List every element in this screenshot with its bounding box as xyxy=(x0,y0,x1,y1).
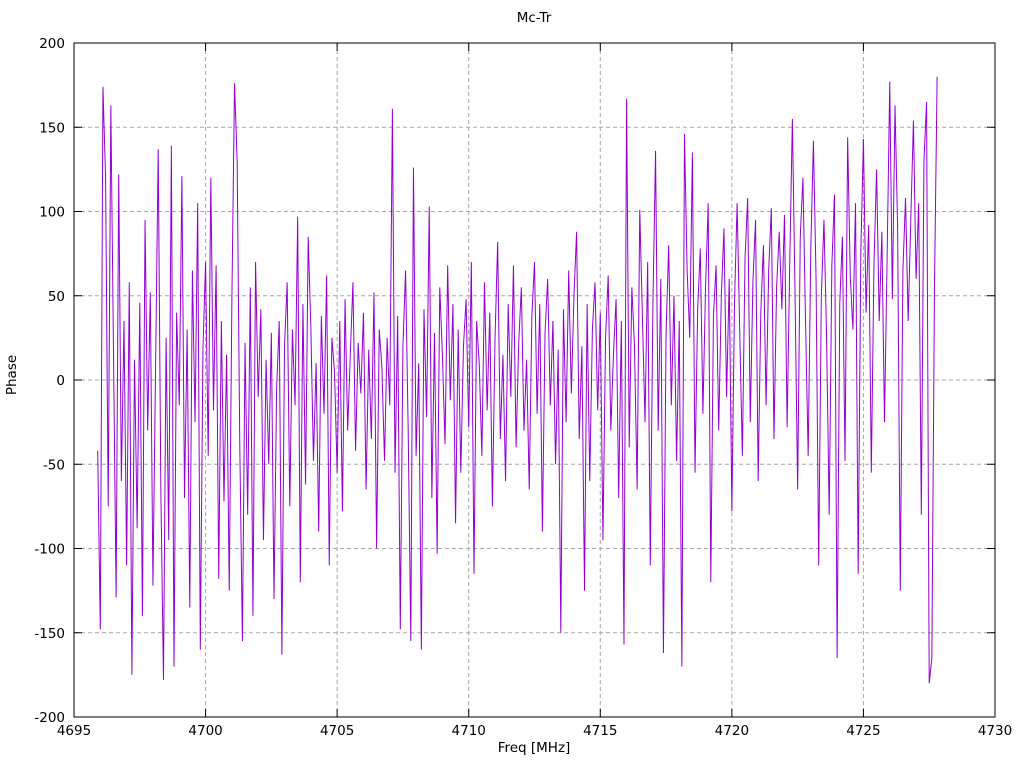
y-tick-label: 200 xyxy=(39,36,65,52)
x-tick-label: 4705 xyxy=(320,723,354,739)
y-tick-label: 0 xyxy=(56,373,65,389)
x-tick-label: 4730 xyxy=(978,723,1012,739)
x-tick-label: 4725 xyxy=(846,723,880,739)
x-tick-label: 4695 xyxy=(57,723,91,739)
phase-trace xyxy=(97,76,938,684)
chart-title: Mc-Tr xyxy=(517,10,552,26)
y-tick-label: 50 xyxy=(48,289,65,305)
x-tick-label: 4700 xyxy=(188,723,222,739)
y-tick-label: -200 xyxy=(34,710,65,726)
y-tick-label: 150 xyxy=(39,120,65,136)
x-tick-label: 4715 xyxy=(583,723,617,739)
x-axis-label: Freq [MHz] xyxy=(498,740,571,756)
y-tick-label: -150 xyxy=(34,626,65,642)
y-tick-label: -100 xyxy=(34,542,65,558)
x-tick-label: 4710 xyxy=(452,723,486,739)
y-tick-label: 100 xyxy=(39,205,65,221)
y-axis-label: Phase xyxy=(4,355,20,395)
x-tick-label: 4720 xyxy=(715,723,749,739)
y-tick-label: -50 xyxy=(43,457,65,473)
